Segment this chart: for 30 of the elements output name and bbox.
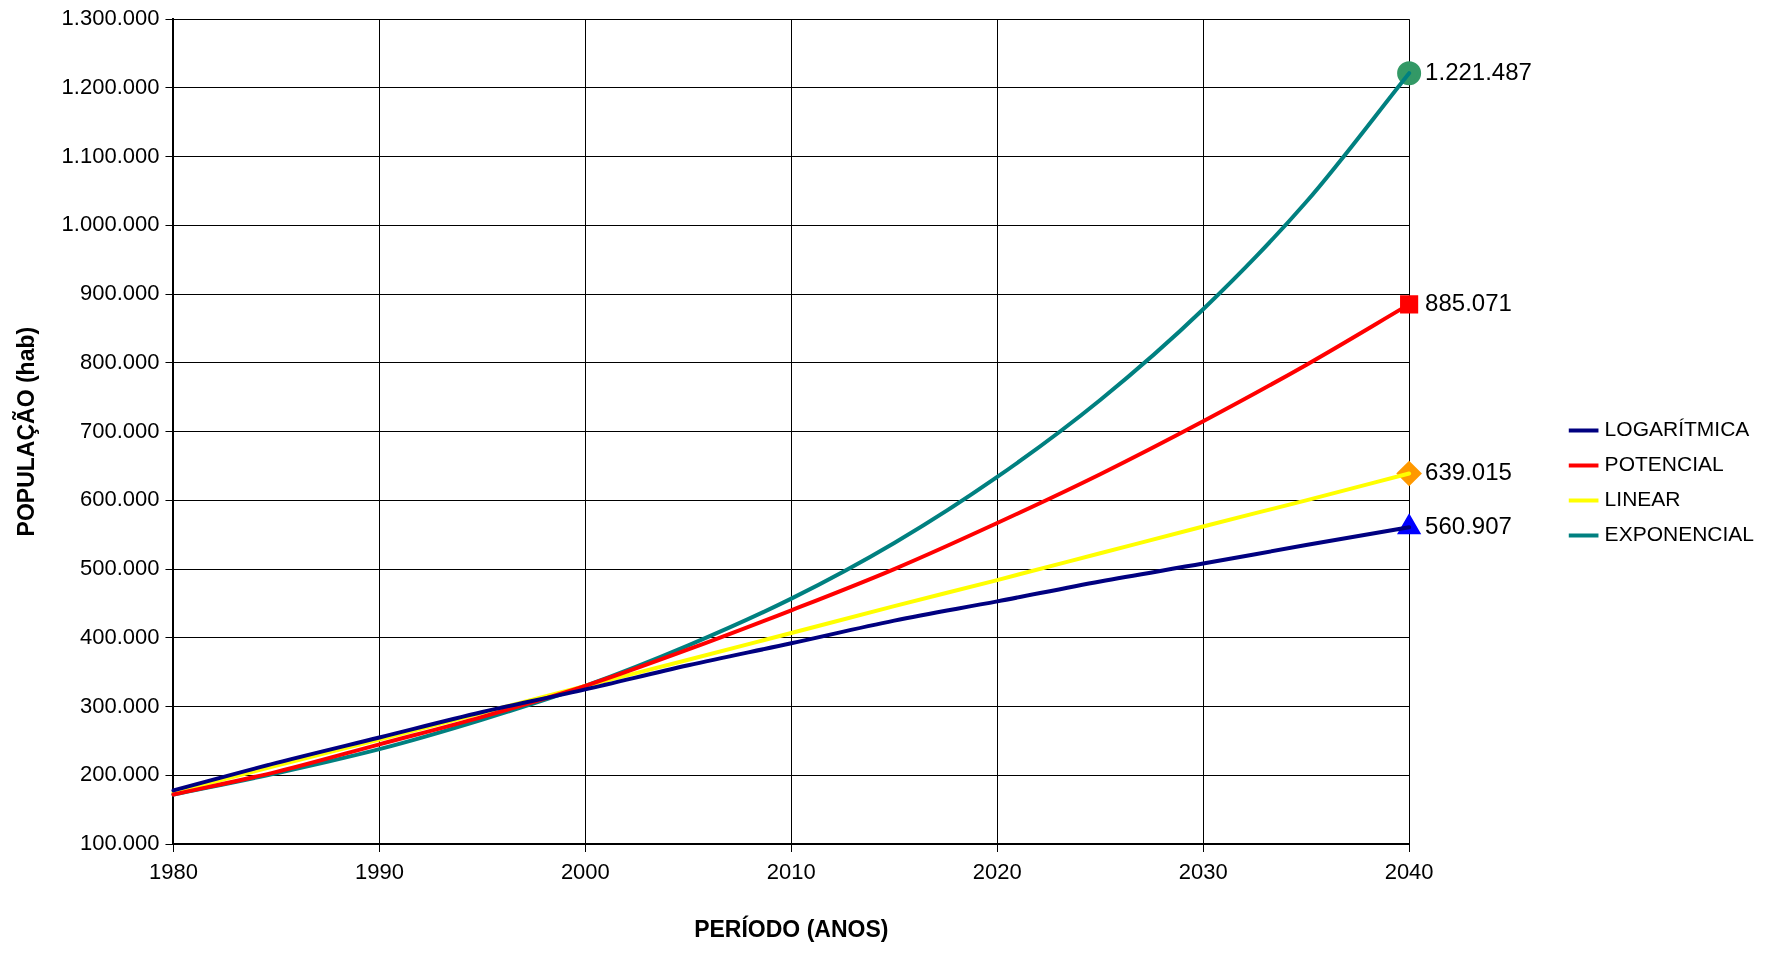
x-tick-label: 1980 <box>149 859 198 885</box>
x-tick-label: 2020 <box>972 859 1022 885</box>
y-axis-title: POPULAÇÃO (hab) <box>12 326 40 537</box>
data-label: 639.015 <box>1425 458 1512 486</box>
legend-label: LINEAR <box>1604 487 1681 511</box>
y-tick-label: 800.000 <box>79 348 160 374</box>
data-label: 1.221.487 <box>1425 57 1532 85</box>
y-tick-label: 400.000 <box>79 623 160 649</box>
legend-label: EXPONENCIAL <box>1604 522 1755 546</box>
x-tick-label: 2040 <box>1384 859 1434 885</box>
legend-label: LOGARÍTMICA <box>1604 417 1750 441</box>
x-tick-label: 2000 <box>560 859 610 885</box>
y-tick-label: 700.000 <box>79 417 160 443</box>
x-axis-title: PERÍODO (ANOS) <box>694 914 889 942</box>
y-tick-label: 300.000 <box>79 692 160 718</box>
x-tick-label: 2010 <box>766 859 816 885</box>
y-tick-label: 1.100.000 <box>61 142 160 168</box>
y-tick-label: 1.000.000 <box>61 211 160 237</box>
y-tick-label: 1.300.000 <box>61 5 160 31</box>
y-tick-label: 900.000 <box>79 280 160 306</box>
x-tick-label: 1990 <box>354 859 404 885</box>
y-tick-label: 1.200.000 <box>61 74 160 99</box>
data-label: 885.071 <box>1425 289 1512 317</box>
legend-label: POTENCIAL <box>1604 452 1724 476</box>
y-tick-label: 200.000 <box>79 761 160 787</box>
x-tick-label: 2030 <box>1178 859 1228 885</box>
y-tick-label: 600.000 <box>79 486 160 512</box>
y-tick-label: 100.000 <box>79 830 160 856</box>
data-label: 560.907 <box>1425 511 1512 539</box>
y-tick-label: 500.000 <box>79 555 160 581</box>
